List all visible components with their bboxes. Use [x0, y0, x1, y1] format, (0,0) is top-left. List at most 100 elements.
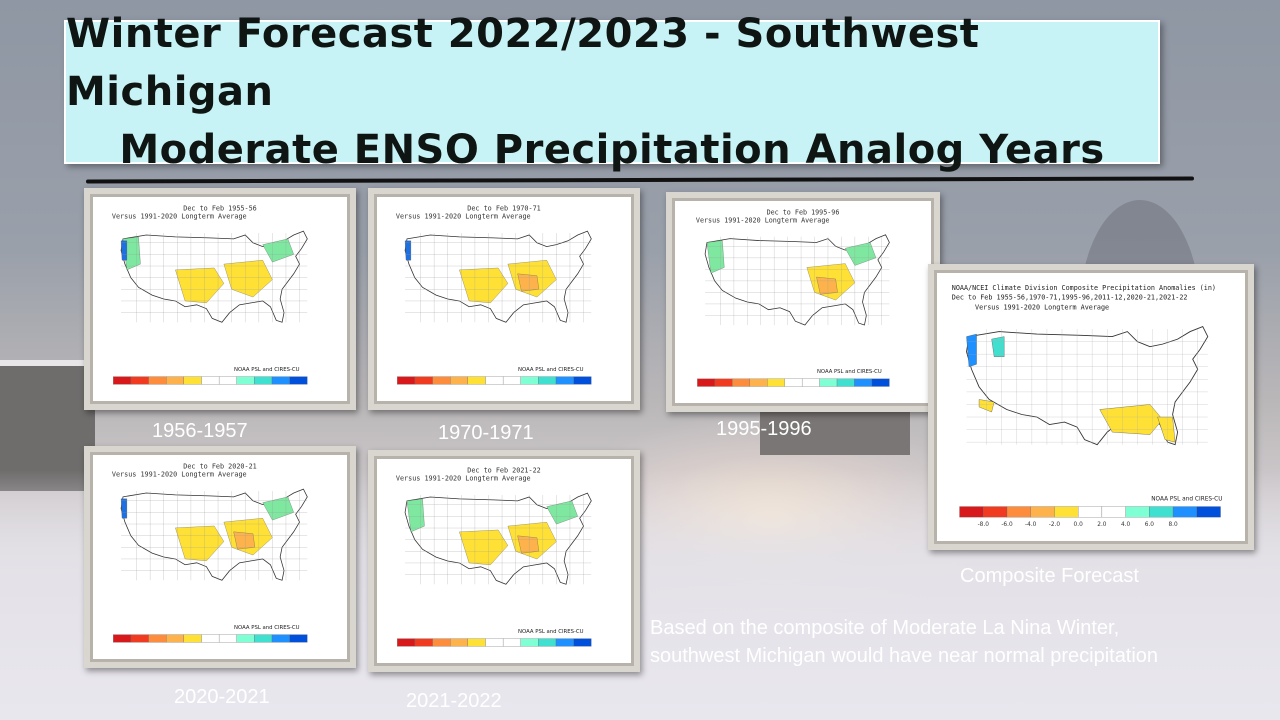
colorbar-segment	[271, 634, 290, 643]
colorbar-segment	[1125, 506, 1150, 518]
colorbar-segment	[520, 376, 539, 385]
colorbar-segment	[254, 634, 273, 643]
anomaly-region	[175, 525, 225, 562]
composite-subheader: Versus 1991-2020 Longterm Average	[975, 303, 1109, 311]
anomaly-region	[517, 535, 540, 554]
anomaly-region	[459, 529, 509, 566]
colorbar-segment	[183, 634, 202, 643]
colorbar-segment	[414, 376, 433, 385]
colorbar-segment	[1006, 506, 1031, 518]
colorbar-segment	[236, 634, 255, 643]
label-composite-forecast: Composite Forecast	[960, 565, 1139, 587]
colorbar-segment	[714, 378, 733, 387]
us-map	[120, 488, 308, 581]
colorbar-segment	[218, 376, 237, 385]
colorbar-tick: -4.0	[1025, 522, 1037, 528]
map-composite-forecast: NOAA/NCEI Climate Division Composite Pre…	[928, 264, 1254, 550]
colorbar-segment	[148, 634, 167, 643]
colorbar-segment	[538, 376, 557, 385]
map-header: Dec to Feb 1970-71	[467, 205, 541, 213]
colorbar-segment	[166, 376, 184, 385]
colorbar-segment	[289, 376, 308, 385]
us-map	[120, 230, 308, 323]
colorbar-segment	[819, 378, 838, 387]
summary-note-line-2: southwest Michigan would have near norma…	[650, 645, 1159, 667]
colorbar-tick: 8.0	[1168, 522, 1178, 528]
colorbar-segment	[573, 638, 592, 647]
colorbar-tick: 6.0	[1145, 522, 1155, 528]
anomaly-region	[120, 498, 128, 519]
map-credit: NOAA PSL and CIRES-CU	[234, 625, 300, 631]
us-map	[404, 492, 592, 585]
colorbar-segment	[784, 378, 803, 387]
colorbar-segment	[573, 376, 592, 385]
anomaly-region	[404, 240, 412, 261]
colorbar-segment	[502, 376, 521, 385]
title-line-2: Moderate ENSO Precipitation Analog Years	[119, 127, 1105, 173]
colorbar-segment	[983, 506, 1008, 518]
anomaly-region	[120, 240, 128, 261]
anomaly-region	[706, 240, 725, 274]
colorbar-tick: 0.0	[1074, 522, 1084, 528]
map-header: Dec to Feb 2021-22	[467, 467, 541, 475]
colorbar-segment	[271, 376, 290, 385]
colorbar-segment	[871, 378, 890, 387]
label-1995-1996: 1995-1996	[716, 418, 812, 440]
summary-note-line-1: Based on the composite of Moderate La Ni…	[650, 617, 1120, 639]
map-credit: NOAA PSL and CIRES-CU	[234, 367, 300, 373]
colorbar-segment	[397, 376, 416, 385]
colorbar-segment	[218, 634, 237, 643]
map-credit: NOAA PSL and CIRES-CU	[817, 369, 882, 375]
us-map	[404, 230, 592, 323]
background-house	[0, 360, 95, 491]
colorbar-segment	[538, 638, 557, 647]
composite-header: Dec to Feb 1955-56,1970-71,1995-96,2011-…	[952, 294, 1188, 302]
map-1995-1996: Dec to Feb 1995-96 Versus 1991-2020 Longt…	[666, 192, 940, 412]
colorbar-segment	[697, 378, 715, 387]
map-header: Dec to Feb 2020-21	[183, 463, 257, 471]
anomaly-region	[406, 498, 425, 533]
colorbar-segment	[732, 378, 750, 387]
colorbar-segment	[450, 376, 468, 385]
colorbar-segment	[520, 638, 539, 647]
colorbar-tick: -6.0	[1001, 522, 1013, 528]
anomaly-region	[966, 333, 977, 368]
map-subheader: Versus 1991-2020 Longterm Average	[396, 212, 531, 220]
map-subheader: Versus 1991-2020 Longterm Average	[112, 470, 247, 478]
colorbar-segment	[414, 638, 433, 647]
label-2020-2021: 2020-2021	[174, 686, 270, 708]
composite-credit: NOAA PSL and CIRES-CU	[1151, 497, 1222, 503]
colorbar-segment	[502, 638, 521, 647]
colorbar-segment	[485, 638, 504, 647]
colorbar-segment	[1101, 506, 1126, 518]
colorbar-segment	[113, 634, 132, 643]
label-2021-2022: 2021-2022	[406, 690, 502, 712]
colorbar-segment	[130, 634, 149, 643]
colorbar-segment	[166, 634, 184, 643]
colorbar-segment	[113, 376, 132, 385]
colorbar-segment	[148, 376, 167, 385]
title-banner: Winter Forecast 2022/2023 - Southwest Mi…	[64, 11, 1160, 173]
map-2020-2021: Dec to Feb 2020-21 Versus 1991-2020 Longt…	[84, 446, 356, 668]
colorbar-segment	[130, 376, 149, 385]
colorbar-segment	[854, 378, 873, 387]
composite-title: NOAA/NCEI Climate Division Composite Pre…	[952, 284, 1216, 292]
map-subheader: Versus 1991-2020 Longterm Average	[396, 474, 531, 482]
map-2021-2022: Dec to Feb 2021-22 Versus 1991-2020 Longt…	[368, 450, 640, 672]
colorbar-segment	[836, 378, 855, 387]
us-map	[966, 325, 1209, 446]
colorbar-segment	[183, 376, 202, 385]
map-header: Dec to Feb 1995-96	[767, 209, 840, 217]
colorbar-segment	[485, 376, 504, 385]
colorbar-segment	[555, 638, 574, 647]
composite-precip-map: NOAA/NCEI Climate Division Composite Pre…	[952, 284, 1223, 528]
anomaly-region	[459, 267, 509, 304]
anomaly-region	[517, 273, 540, 292]
map-credit: NOAA PSL and CIRES-CU	[518, 629, 584, 635]
colorbar-segment	[555, 376, 574, 385]
colorbar-segment	[254, 376, 273, 385]
label-1970-1971: 1970-1971	[438, 422, 534, 444]
